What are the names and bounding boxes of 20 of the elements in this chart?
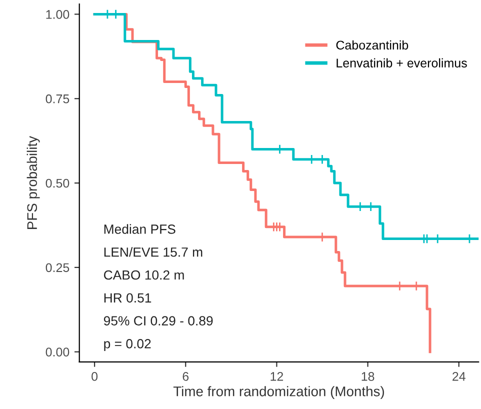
legend-label: Cabozantinib: [336, 40, 408, 50]
x-axis-title: Time from randomization (Months): [173, 386, 384, 400]
annotation: LEN/EVE 15.7 m: [104, 247, 202, 257]
x-tick-label: 18: [362, 372, 374, 381]
x-tick-label: 24: [452, 372, 466, 381]
annotation: 95% CI 0.29 - 0.89: [104, 316, 213, 326]
y-tick-label: 0.75: [46, 94, 70, 104]
x-tick-label: 0: [92, 372, 98, 381]
y-tick-label: 0.25: [46, 263, 70, 272]
annotation: Median PFS: [104, 224, 176, 234]
annotation: p = 0.02: [104, 339, 151, 352]
x-tick-label: 6: [182, 372, 189, 381]
y-axis-title: PFS probability: [26, 136, 40, 229]
annotation: CABO 10.2 m: [104, 270, 184, 280]
annotation: HR 0.51: [104, 293, 152, 303]
y-tick-label: 0.50: [46, 178, 70, 188]
legend-label: Lenvatinib + everolimus: [336, 58, 467, 68]
y-tick-label: 0.00: [46, 348, 70, 356]
y-tick-label: 1.00: [46, 10, 70, 19]
x-tick-label: 12: [270, 372, 284, 381]
